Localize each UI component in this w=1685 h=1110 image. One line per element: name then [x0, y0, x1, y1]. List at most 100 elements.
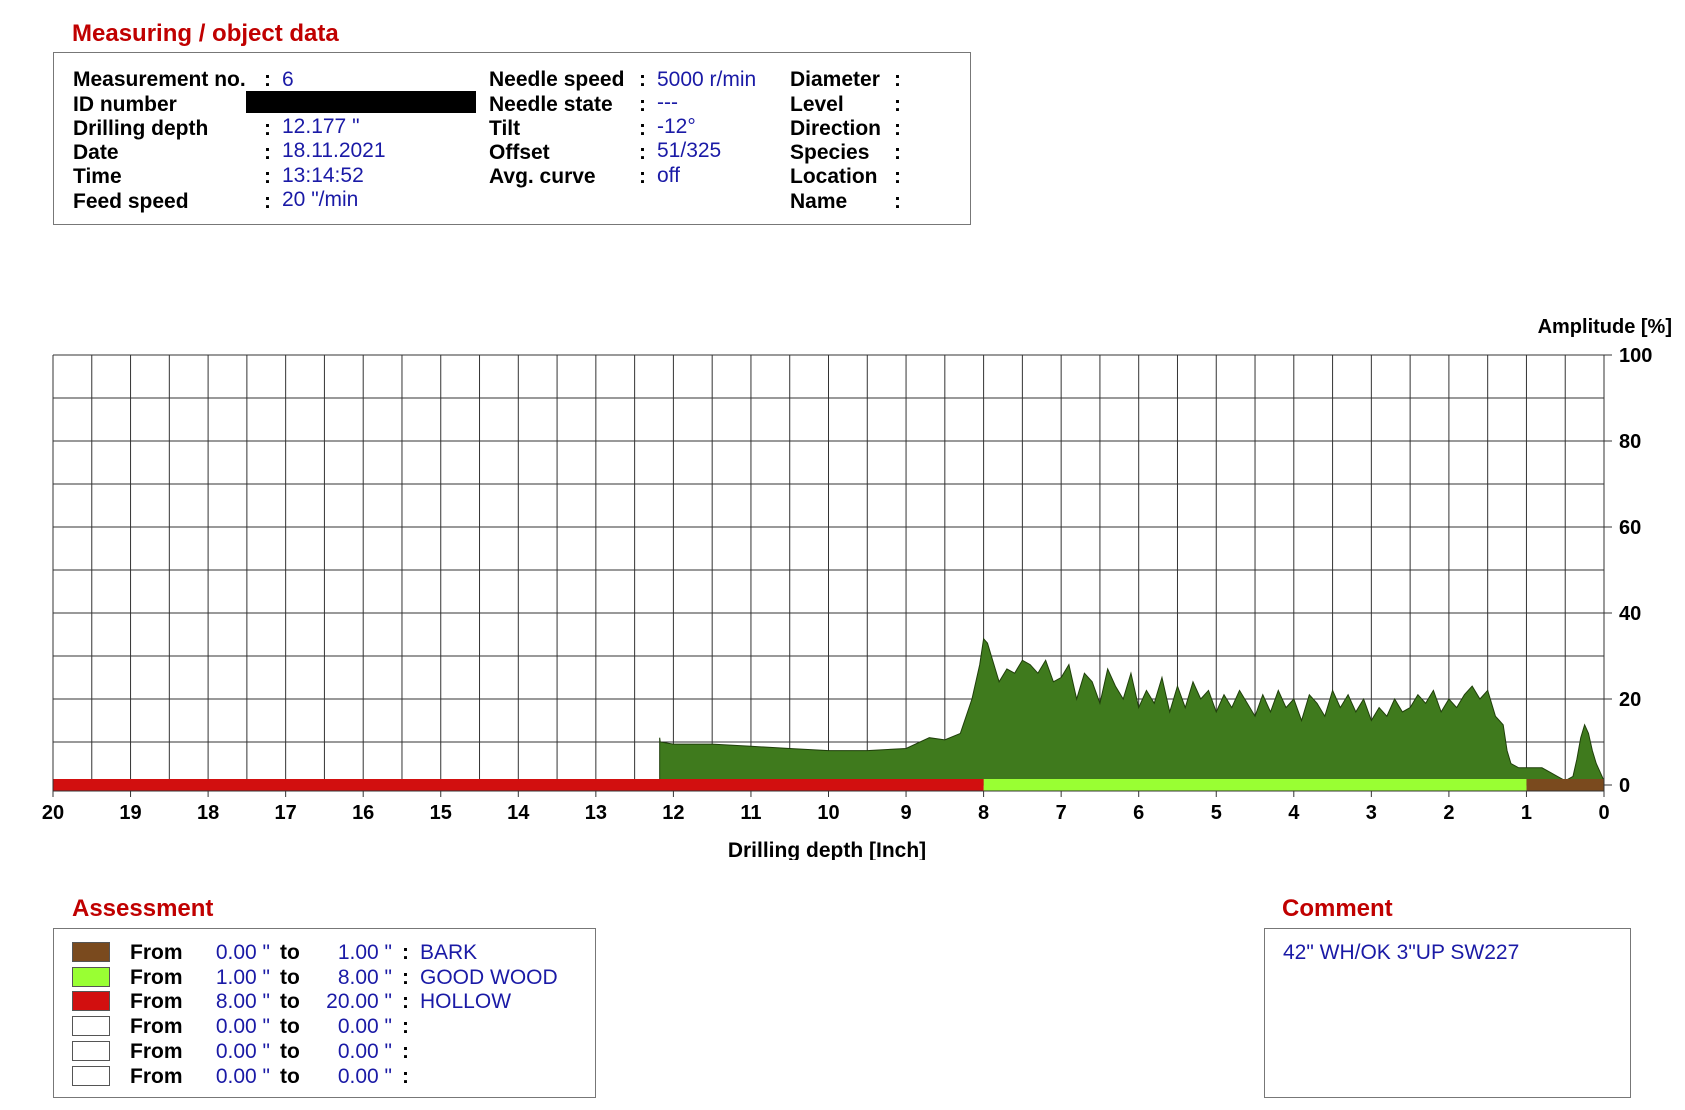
colon: : [894, 117, 901, 140]
x-tick-label: 0 [1598, 802, 1609, 824]
measuring-title: Measuring / object data [72, 20, 339, 47]
avg-curve-label: Avg. curve [489, 165, 596, 188]
colon: : [264, 190, 271, 213]
y-tick-label: 20 [1619, 689, 1641, 711]
y-tick-label: 80 [1619, 431, 1641, 453]
from-value: 0.00 " [215, 1064, 270, 1088]
zone-name: GOOD WOOD [420, 965, 558, 989]
colon: : [894, 141, 901, 164]
from-value: 0.00 " [215, 941, 270, 964]
measurement-no-value: 6 [282, 68, 294, 91]
from-value: 8.00 " [215, 990, 270, 1014]
x-axis-label: Drilling depth [Inch] [728, 839, 926, 860]
colon: : [402, 1039, 409, 1063]
colon: : [264, 117, 271, 140]
date-value: 18.11.2021 [282, 139, 386, 162]
colon: : [402, 965, 409, 989]
x-tick-label: 4 [1288, 802, 1300, 824]
needle-state-label: Needle state [489, 93, 613, 116]
to-value: 8.00 " [337, 965, 392, 989]
y-axis-label: Amplitude [%] [1538, 316, 1672, 338]
to-label: to [280, 1064, 300, 1088]
from-label: From [130, 941, 183, 964]
y-tick-label: 40 [1619, 603, 1641, 625]
id-number-redaction [246, 91, 476, 113]
to-label: to [280, 1039, 300, 1063]
from-label: From [130, 1064, 183, 1088]
colon: : [402, 941, 409, 964]
x-tick-label: 10 [817, 802, 839, 824]
assessment-title: Assessment [72, 895, 214, 922]
colon: : [894, 93, 901, 116]
from-label: From [130, 1015, 183, 1039]
x-tick-label: 20 [42, 802, 64, 824]
x-tick-label: 14 [507, 802, 530, 824]
zone-color-swatch [72, 966, 110, 987]
to-label: to [280, 941, 300, 964]
from-label: From [130, 1039, 183, 1063]
colon: : [264, 68, 271, 91]
needle-speed-value: 5000 r/min [657, 68, 757, 91]
x-tick-label: 6 [1133, 802, 1144, 824]
x-tick-label: 7 [1056, 802, 1067, 824]
y-tick-label: 0 [1619, 775, 1630, 797]
zone-color-swatch [72, 1016, 110, 1037]
x-tick-label: 13 [585, 802, 607, 824]
colon: : [894, 165, 901, 188]
zone-color-swatch [72, 1065, 110, 1086]
colon: : [639, 117, 646, 140]
colon: : [639, 141, 646, 164]
date-label: Date [73, 141, 119, 164]
time-label: Time [73, 165, 122, 188]
colon: : [639, 93, 646, 116]
y-tick-label: 60 [1619, 517, 1641, 539]
avg-curve-value: off [657, 164, 680, 187]
colon: : [639, 68, 646, 91]
feed-speed-label: Feed speed [73, 190, 189, 213]
from-value: 0.00 " [215, 1015, 270, 1039]
to-label: to [280, 1015, 300, 1039]
from-value: 0.00 " [215, 1039, 270, 1063]
zone-color-swatch [72, 1040, 110, 1061]
x-tick-label: 5 [1211, 802, 1222, 824]
x-tick-label: 1 [1521, 802, 1532, 824]
x-tick-label: 18 [197, 802, 219, 824]
to-value: 20.00 " [326, 990, 392, 1014]
needle-speed-label: Needle speed [489, 68, 625, 91]
offset-label: Offset [489, 141, 550, 164]
drilling-depth-value: 12.177 " [282, 115, 360, 138]
zone-color-swatch [72, 942, 110, 962]
zone-bar [53, 779, 984, 791]
x-tick-label: 12 [662, 802, 684, 824]
tilt-value: -12° [657, 115, 696, 138]
amplitude-area [659, 637, 1605, 786]
colon: : [894, 190, 901, 213]
to-value: 1.00 " [337, 941, 392, 964]
to-value: 0.00 " [337, 1015, 392, 1039]
colon: : [894, 68, 901, 91]
x-tick-label: 9 [900, 802, 911, 824]
x-tick-label: 19 [119, 802, 141, 824]
species-label: Species [790, 141, 870, 164]
comment-box: 42" WH/OK 3"UP SW227 [1264, 928, 1631, 1098]
tilt-label: Tilt [489, 117, 521, 140]
colon: : [402, 1064, 409, 1088]
tick-labels: 20 19 18 17 16 15 14 13 12 11 10 9 8 7 6 5 4 3 2 1 002040608… [42, 345, 1653, 824]
zone-bar [1526, 779, 1604, 791]
measurement-no-label: Measurement no. [73, 68, 246, 91]
from-value: 1.00 " [215, 965, 270, 989]
colon: : [402, 1015, 409, 1039]
to-value: 0.00 " [337, 1064, 392, 1088]
colon: : [402, 990, 409, 1014]
zone-color-swatch [72, 991, 110, 1012]
zone-name: HOLLOW [420, 990, 512, 1014]
diameter-label: Diameter [790, 68, 880, 91]
to-label: to [280, 965, 300, 989]
x-tick-label: 15 [430, 802, 452, 824]
feed-speed-value: 20 "/min [282, 188, 359, 211]
assessment-box [53, 928, 596, 1098]
x-tick-label: 17 [275, 802, 297, 824]
colon: : [264, 141, 271, 164]
to-label: to [280, 990, 300, 1014]
amplitude-series-area [659, 637, 1605, 786]
